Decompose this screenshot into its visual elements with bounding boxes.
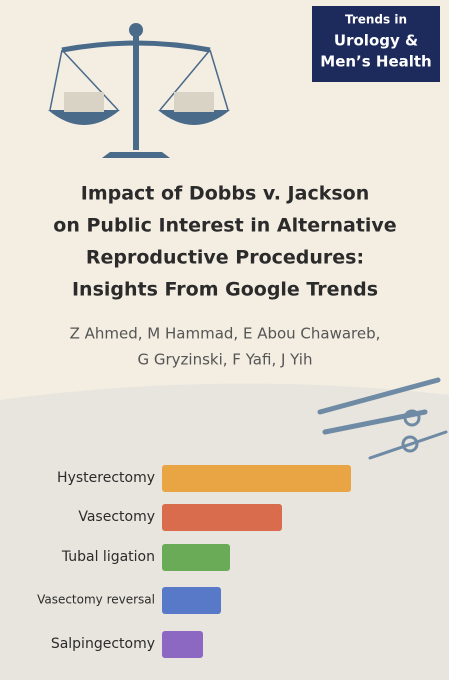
category-label: Tubal ligation xyxy=(61,549,155,565)
author-line: G Gryzinski, F Yafi, J Yih xyxy=(138,351,313,369)
journal-badge xyxy=(312,6,440,82)
instruments-decoration xyxy=(317,377,448,460)
title-line: Insights From Google Trends xyxy=(72,279,378,301)
category-label: Salpingectomy xyxy=(51,636,155,652)
title-line: on Public Interest in Alternative xyxy=(53,215,396,237)
scales-icon xyxy=(48,23,230,158)
lower-background xyxy=(0,383,449,680)
journal-line: Urology & xyxy=(334,32,418,50)
bar xyxy=(162,465,351,492)
bar xyxy=(162,631,203,658)
chart: Hysterectomy Vasectomy Tubal ligation Vasec… xyxy=(37,465,351,658)
category-label: Vasectomy xyxy=(78,509,155,525)
category-label: Vasectomy reversal xyxy=(37,593,155,607)
journal-name: Trends in Urology & Men’s Health xyxy=(320,13,431,71)
title: Impact of Dobbs v. Jackson on Public Inte… xyxy=(53,183,396,301)
title-line: Impact of Dobbs v. Jackson xyxy=(81,183,369,205)
bar xyxy=(162,544,230,571)
category-label: Hysterectomy xyxy=(57,470,155,486)
title-line: Reproductive Procedures: xyxy=(86,247,364,269)
bar xyxy=(162,504,282,531)
author-line: Z Ahmed, M Hammad, E Abou Chawareb, xyxy=(70,325,381,343)
journal-line: Trends in xyxy=(345,13,407,27)
authors: Z Ahmed, M Hammad, E Abou Chawareb, G Gry… xyxy=(70,325,381,369)
journal-line: Men’s Health xyxy=(320,53,431,71)
bar xyxy=(162,587,221,614)
